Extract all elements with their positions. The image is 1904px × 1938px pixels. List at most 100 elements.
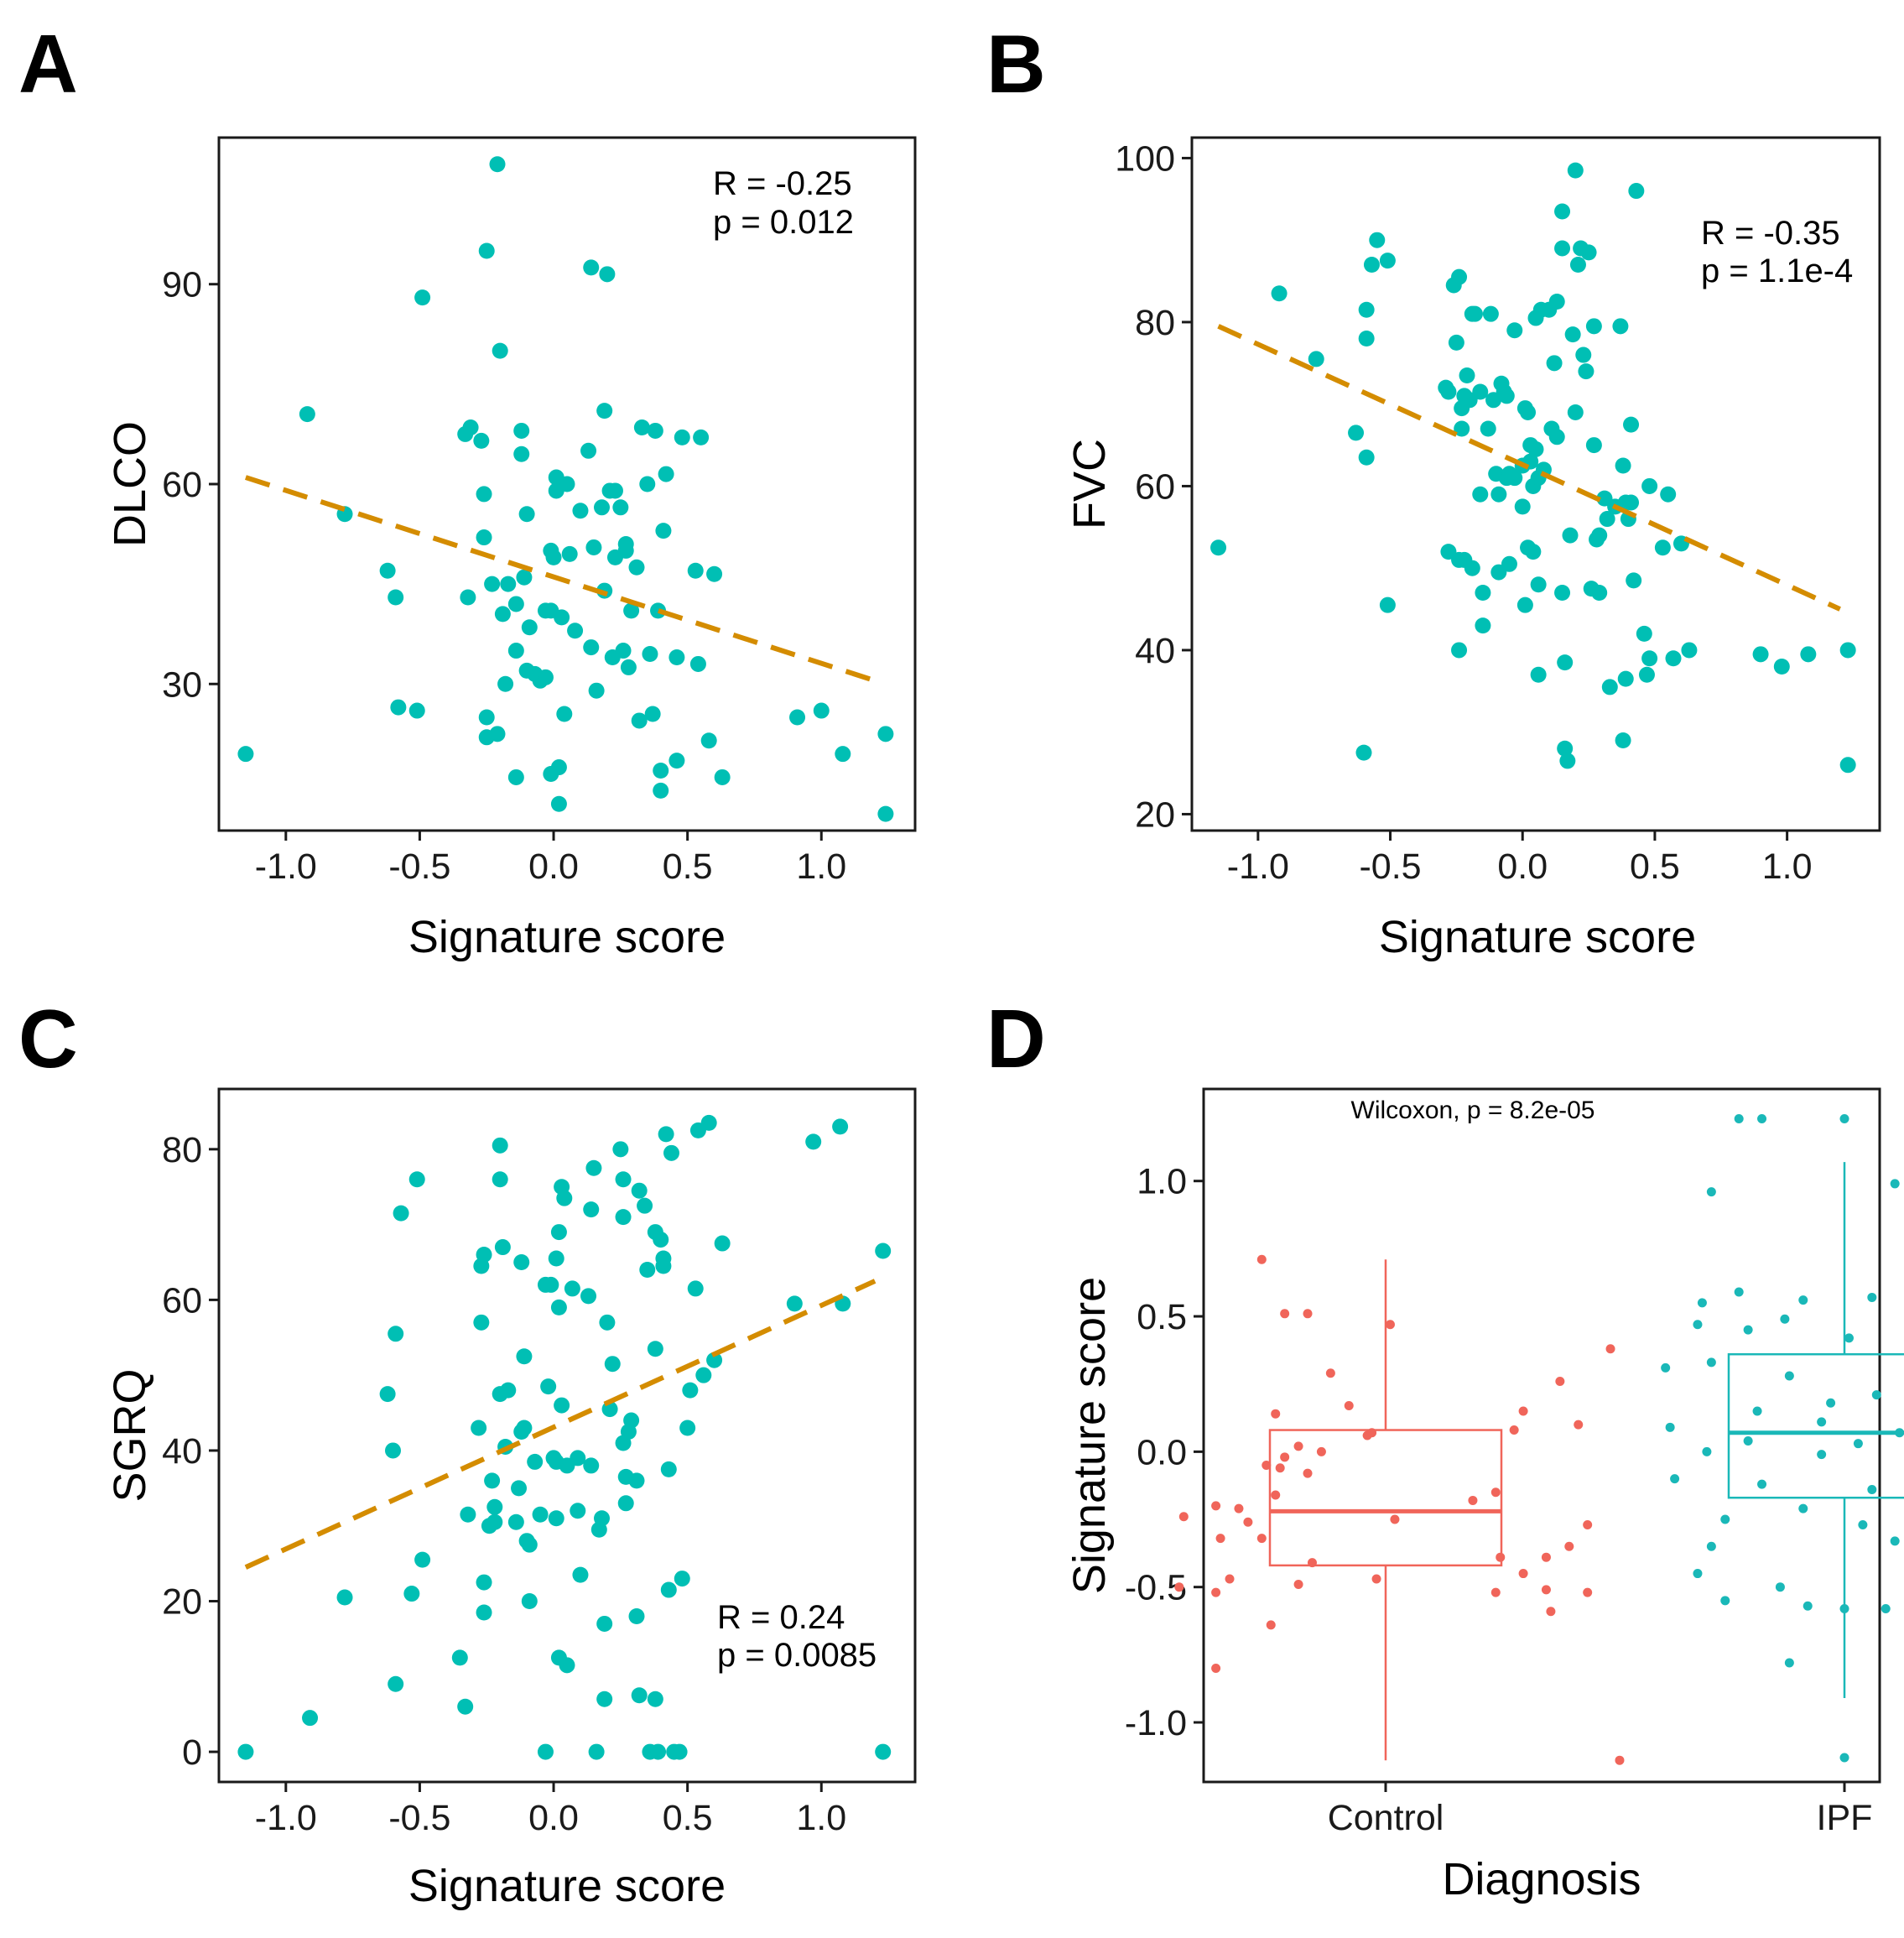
panel-a-data-point bbox=[639, 476, 656, 492]
panel-a-data-point bbox=[835, 746, 851, 763]
panel-d-ipf-point bbox=[1734, 1287, 1744, 1297]
panel-c-x-tick-label: 0.5 bbox=[663, 1798, 713, 1838]
panel-d-x-axis-title: Diagnosis bbox=[1442, 1854, 1641, 1904]
panel-a-data-point bbox=[588, 682, 605, 699]
panel-d-control-point bbox=[1280, 1309, 1290, 1319]
panel-d-control-point bbox=[1344, 1401, 1354, 1411]
panel-a-data-point bbox=[489, 726, 506, 742]
panel-c-data-point bbox=[580, 1288, 597, 1305]
panel-a-data-point bbox=[478, 709, 495, 726]
panel-d-control-point bbox=[1275, 1463, 1285, 1473]
panel-a-data-point bbox=[476, 529, 492, 546]
panel-b-data-point bbox=[1615, 457, 1631, 474]
panel-d-ipf-point bbox=[1757, 1479, 1767, 1489]
panel-b-data-point bbox=[1773, 658, 1790, 675]
panel-c-data-point bbox=[682, 1382, 699, 1399]
panel-d-boxplots bbox=[1268, 1162, 1904, 1761]
panel-a-data-point bbox=[476, 486, 492, 503]
panel-c-data-point bbox=[639, 1261, 656, 1278]
panel-c-data-point bbox=[237, 1743, 254, 1760]
panel-c-y-tick-label: 40 bbox=[162, 1431, 202, 1472]
panel-c-data-point bbox=[594, 1510, 610, 1527]
panel-c-data-point bbox=[631, 1687, 648, 1704]
panel-c-data-point bbox=[653, 1232, 669, 1248]
panel-c-data-point bbox=[631, 1182, 648, 1199]
panel-a-points bbox=[237, 156, 894, 822]
panel-b-data-point bbox=[1681, 642, 1698, 659]
panel-d-ipf-point bbox=[1853, 1439, 1863, 1449]
panel-a-data-point bbox=[813, 702, 830, 719]
panel-c-data-point bbox=[647, 1341, 663, 1357]
panel-d-ipf-point bbox=[1697, 1298, 1707, 1308]
panel-a-data-point bbox=[507, 596, 524, 612]
panel-b-data-point bbox=[1506, 470, 1523, 487]
panel-a-data-point bbox=[537, 669, 554, 685]
panel-a-data-point bbox=[379, 562, 396, 579]
panel-a-data-point bbox=[655, 523, 672, 539]
panel-d-control-point bbox=[1293, 1441, 1303, 1451]
panel-b-data-point bbox=[1800, 646, 1817, 663]
panel-a-data-point bbox=[299, 406, 315, 423]
panel-c-x-axis-title: Signature score bbox=[408, 1861, 726, 1911]
panel-c-data-point bbox=[471, 1420, 487, 1436]
panel-a-fit-line bbox=[245, 475, 877, 684]
panel-a-data-point bbox=[462, 419, 479, 435]
panel-b-data-point bbox=[1454, 420, 1470, 437]
panel-c-data-point bbox=[615, 1209, 632, 1226]
panel-a-data-point bbox=[518, 506, 535, 523]
panel-c-data-point bbox=[486, 1513, 503, 1530]
panel-b-data-point bbox=[1530, 576, 1547, 593]
panel-c-data-point bbox=[385, 1442, 401, 1459]
panel-b-data-point bbox=[1480, 420, 1496, 437]
panel-a-data-point bbox=[507, 768, 524, 785]
panel-d-control-point bbox=[1303, 1468, 1313, 1478]
panel-a-data-point bbox=[554, 609, 570, 626]
panel-c-data-point bbox=[714, 1235, 731, 1252]
panel-d-control-point bbox=[1178, 1512, 1189, 1522]
panel-c-data-point bbox=[511, 1480, 528, 1497]
panel-b-data-point bbox=[1557, 740, 1574, 757]
panel-b-y-tick-label: 40 bbox=[1135, 631, 1175, 671]
panel-c-data-point bbox=[513, 1254, 530, 1270]
panel-c-data-point bbox=[599, 1314, 616, 1331]
panel-c-data-point bbox=[650, 1743, 667, 1760]
panel-a-y-axis-title: DLCO bbox=[105, 421, 155, 547]
panel-c-data-point bbox=[875, 1243, 892, 1259]
panel-c-data-point bbox=[484, 1472, 501, 1489]
panel-a-data-point bbox=[507, 643, 524, 659]
panel-a-data-point bbox=[789, 709, 806, 726]
panel-a-data-point bbox=[484, 576, 501, 592]
panel-d-ipf-box bbox=[1727, 1352, 1904, 1499]
panel-a-data-point bbox=[642, 646, 658, 663]
panel-c-y-tick-label: 60 bbox=[162, 1280, 202, 1321]
panel-d-ipf-point bbox=[1743, 1435, 1753, 1446]
panel-b-data-point bbox=[1636, 625, 1652, 642]
panel-c-data-point bbox=[687, 1280, 704, 1297]
panel-b-p-value: p = 1.1e-4 bbox=[1701, 253, 1853, 289]
panel-a-y-tick-label: 30 bbox=[162, 664, 202, 705]
panel-a-data-point bbox=[583, 259, 600, 276]
panel-b-data-point bbox=[1464, 560, 1480, 576]
panel-a-data-point bbox=[489, 156, 506, 173]
panel-letter-a: A bbox=[18, 18, 78, 110]
panel-b-data-point bbox=[1578, 363, 1594, 380]
panel-b-data-point bbox=[1472, 383, 1489, 400]
panel-d-control-point bbox=[1615, 1755, 1625, 1765]
panel-d-ipf-point bbox=[1720, 1514, 1730, 1524]
panel-b-data-point bbox=[1271, 285, 1288, 302]
panel-a-data-point bbox=[521, 619, 538, 636]
panel-d-control-point bbox=[1555, 1376, 1565, 1386]
panel-d-ipf-point bbox=[1890, 1536, 1900, 1546]
panel-d-ipf-point bbox=[1706, 1357, 1716, 1368]
panel-b-r-value: R = -0.35 bbox=[1701, 215, 1840, 252]
panel-d-wilcoxon-annotation: Wilcoxon, p = 8.2e-05 bbox=[1351, 1097, 1595, 1124]
panel-d-ipf-point bbox=[1844, 1333, 1854, 1343]
panel-c-data-point bbox=[336, 1589, 353, 1606]
panel-a-data-point bbox=[877, 726, 894, 742]
panel-a-data-point bbox=[478, 242, 495, 259]
panel-c-fit-line bbox=[244, 1279, 877, 1570]
panel-b-data-point bbox=[1379, 253, 1396, 269]
panel-d-control-point bbox=[1468, 1495, 1478, 1505]
panel-c-data-point bbox=[875, 1743, 892, 1760]
panel-a-data-point bbox=[408, 702, 425, 719]
